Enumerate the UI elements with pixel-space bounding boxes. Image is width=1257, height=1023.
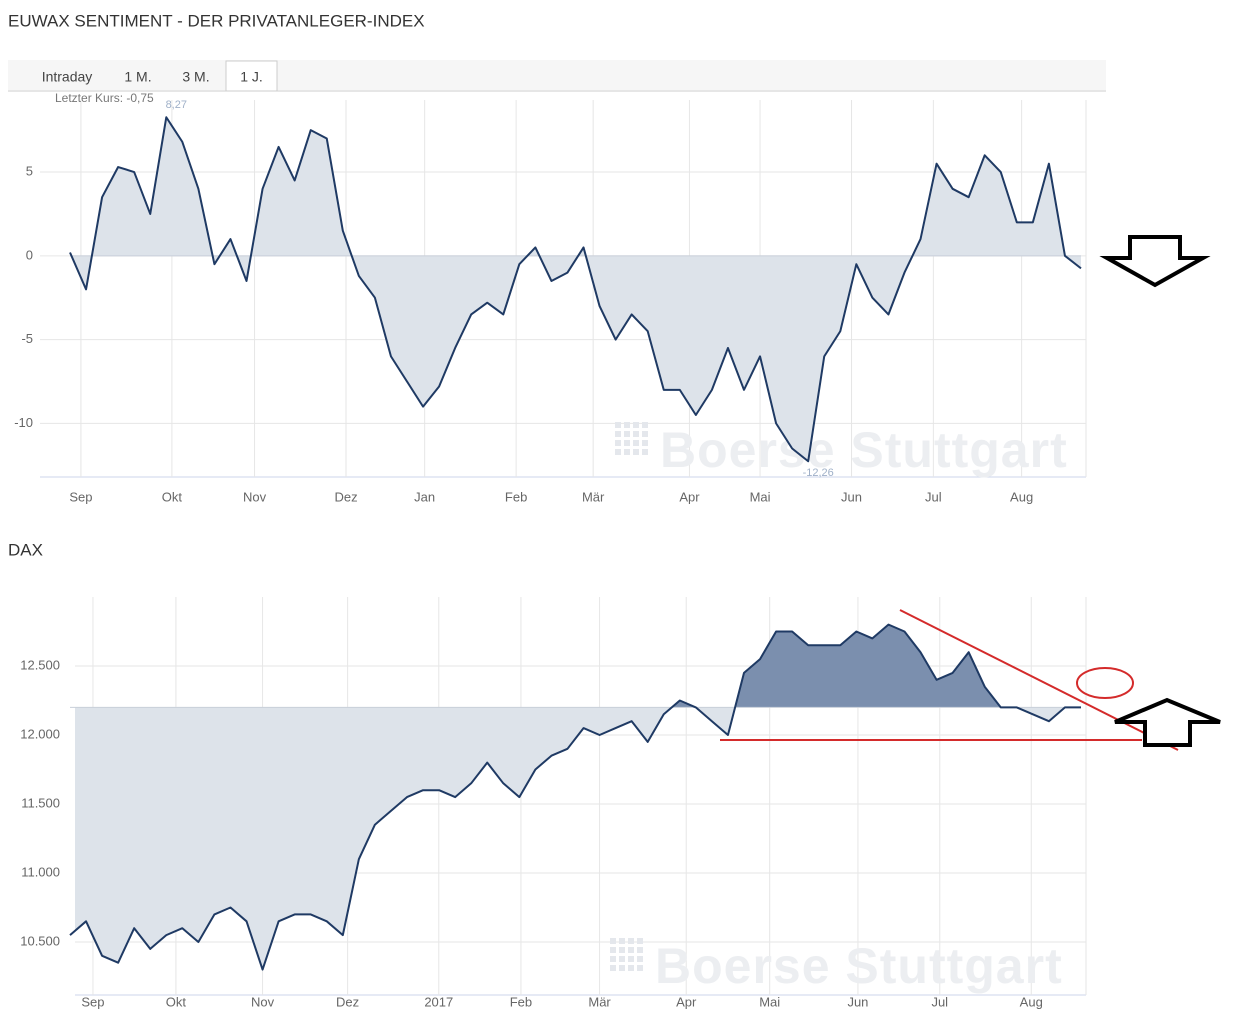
tab-active [225,60,278,92]
watermark-dot [628,938,634,944]
y-tick-label: -10 [14,415,33,430]
x-tick-label: Mai [750,489,771,504]
x-tick-label: Jun [847,994,868,1009]
x-tick-label: Feb [505,489,527,504]
x-tick-label: Nov [243,489,267,504]
watermark-dot [619,938,625,944]
y-tick-label: 0 [26,247,33,262]
watermark-dot [637,965,643,971]
watermark-dot [637,938,643,944]
watermark-dot [624,440,630,446]
watermark-dot [628,956,634,962]
watermark-dot [615,440,621,446]
watermark-dot [628,947,634,953]
y-tick-label: 12.000 [20,726,60,741]
watermark-dot [624,422,630,428]
y-tick-label: 5 [26,163,33,178]
watermark-dot [624,449,630,455]
tab-bar [8,60,1106,90]
x-tick-label: Mai [759,994,780,1009]
x-tick-label: Nov [251,994,275,1009]
watermark-dot [637,947,643,953]
chart-title: EUWAX SENTIMENT - DER PRIVATANLEGER-INDE… [8,11,425,30]
watermark-dot [619,956,625,962]
line [69,116,1082,463]
x-tick-label: Apr [679,489,700,504]
watermark-dot [628,965,634,971]
watermark-text: Boerse Stuttgart [655,938,1063,994]
watermark-dot [619,965,625,971]
x-tick-label: Dez [336,994,359,1009]
watermark-dot [633,449,639,455]
watermark-dot [642,440,648,446]
x-tick-label: Dez [334,489,357,504]
x-tick-label: Apr [676,994,697,1009]
y-tick-label: -5 [21,331,33,346]
circle-mark [1076,667,1134,699]
watermark-dot [637,956,643,962]
area-below [75,707,1081,970]
x-tick-label: Sep [69,489,92,504]
area-below [70,255,1081,462]
watermark-dot [633,440,639,446]
x-tick-label: Jan [414,489,435,504]
watermark-dot [610,956,616,962]
tab[interactable]: 1 M. [124,69,151,85]
area-above [70,117,1081,256]
value-label: 8,27 [166,99,187,111]
tab[interactable]: Intraday [42,69,93,85]
x-tick-label: Okt [162,489,183,504]
arrow-down [1099,235,1211,288]
x-tick-label: Mär [588,994,611,1009]
watermark-dot [610,965,616,971]
x-tick-label: Okt [166,994,187,1009]
line [69,623,1081,971]
x-tick-label: Jul [925,489,942,504]
arrow-up [1114,697,1221,747]
watermark: Boerse Stuttgart [610,938,1063,994]
watermark-dot [642,422,648,428]
x-tick-label: Aug [1020,994,1043,1009]
watermark-dot [633,431,639,437]
watermark-dot [642,431,648,437]
watermark-dot [610,947,616,953]
trend-line [899,609,1179,751]
watermark-dot [615,449,621,455]
watermark: Boerse Stuttgart [615,422,1068,478]
x-tick-label: Mär [582,489,605,504]
x-tick-label: Sep [81,994,104,1009]
watermark-dot [642,449,648,455]
watermark-dot [615,431,621,437]
chart-title: DAX [8,540,43,559]
x-tick-label: Jul [931,994,948,1009]
last-price: Letzter Kurs: -0,75 [55,91,154,105]
y-tick-label: 12.500 [20,657,60,672]
annotations [720,235,1221,751]
tab[interactable]: 3 M. [182,69,209,85]
x-tick-label: 2017 [424,994,453,1009]
y-tick-label: 11.000 [21,864,60,879]
watermark-text: Boerse Stuttgart [660,422,1068,478]
watermark-dot [633,422,639,428]
watermark-dot [624,431,630,437]
x-tick-label: Aug [1010,489,1033,504]
value-label: -12,26 [803,467,834,479]
watermark-dot [615,422,621,428]
watermark-dot [619,947,625,953]
watermark-dot [610,938,616,944]
y-tick-label: 10.500 [20,933,60,948]
x-tick-label: Jun [841,489,862,504]
y-tick-label: 11.500 [21,795,60,810]
x-tick-label: Feb [510,994,532,1009]
tab[interactable]: 1 J. [240,69,263,85]
